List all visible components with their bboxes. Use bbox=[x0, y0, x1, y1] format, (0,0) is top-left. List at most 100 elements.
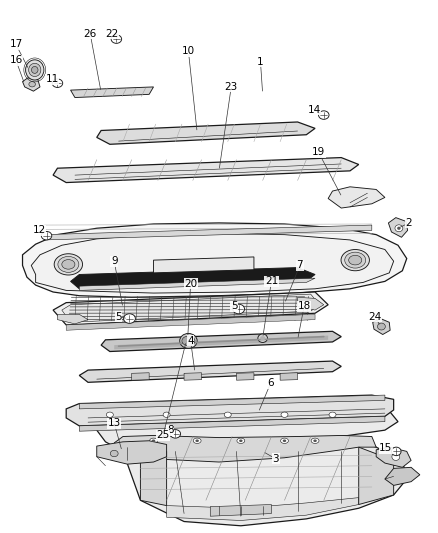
Polygon shape bbox=[79, 278, 315, 290]
Text: 6: 6 bbox=[267, 378, 274, 389]
Polygon shape bbox=[79, 416, 385, 431]
Polygon shape bbox=[297, 297, 324, 310]
Ellipse shape bbox=[170, 430, 180, 438]
Ellipse shape bbox=[124, 314, 135, 324]
Ellipse shape bbox=[32, 67, 38, 74]
Ellipse shape bbox=[392, 447, 401, 456]
Text: 11: 11 bbox=[46, 75, 59, 84]
Ellipse shape bbox=[58, 256, 79, 272]
Polygon shape bbox=[22, 223, 407, 297]
Text: 22: 22 bbox=[106, 29, 119, 39]
Polygon shape bbox=[66, 314, 315, 330]
Polygon shape bbox=[44, 225, 372, 240]
Text: 21: 21 bbox=[265, 277, 278, 286]
Ellipse shape bbox=[239, 439, 243, 442]
Polygon shape bbox=[79, 395, 385, 409]
Polygon shape bbox=[166, 498, 359, 520]
Polygon shape bbox=[53, 292, 328, 325]
Polygon shape bbox=[280, 373, 297, 380]
Polygon shape bbox=[53, 158, 359, 183]
Ellipse shape bbox=[111, 35, 122, 43]
Ellipse shape bbox=[29, 82, 35, 87]
Ellipse shape bbox=[54, 254, 82, 275]
Ellipse shape bbox=[193, 438, 201, 443]
Ellipse shape bbox=[397, 227, 401, 230]
Ellipse shape bbox=[163, 412, 170, 417]
Text: 19: 19 bbox=[312, 147, 325, 157]
Polygon shape bbox=[359, 447, 394, 505]
Text: 23: 23 bbox=[225, 82, 238, 92]
Ellipse shape bbox=[313, 439, 317, 442]
Ellipse shape bbox=[349, 255, 362, 265]
Polygon shape bbox=[101, 332, 341, 351]
Ellipse shape bbox=[180, 334, 197, 349]
Polygon shape bbox=[132, 373, 149, 380]
Ellipse shape bbox=[341, 249, 369, 271]
Polygon shape bbox=[153, 257, 254, 273]
Text: 17: 17 bbox=[9, 39, 23, 50]
Polygon shape bbox=[66, 395, 394, 426]
Polygon shape bbox=[114, 336, 328, 350]
Polygon shape bbox=[79, 361, 341, 382]
Text: 26: 26 bbox=[84, 29, 97, 39]
Text: 4: 4 bbox=[187, 336, 194, 346]
Polygon shape bbox=[385, 467, 420, 486]
Text: 16: 16 bbox=[9, 55, 23, 66]
Polygon shape bbox=[71, 268, 315, 289]
Text: 10: 10 bbox=[182, 46, 195, 56]
Polygon shape bbox=[22, 78, 40, 91]
Text: 7: 7 bbox=[297, 261, 303, 270]
Text: 8: 8 bbox=[167, 425, 173, 435]
Text: 13: 13 bbox=[108, 418, 121, 428]
Ellipse shape bbox=[281, 412, 288, 417]
Polygon shape bbox=[97, 441, 166, 464]
Ellipse shape bbox=[152, 439, 155, 442]
Ellipse shape bbox=[395, 225, 403, 232]
Polygon shape bbox=[389, 217, 408, 237]
Polygon shape bbox=[373, 319, 390, 335]
Ellipse shape bbox=[182, 336, 195, 346]
Ellipse shape bbox=[195, 439, 199, 442]
Text: 14: 14 bbox=[307, 105, 321, 115]
Ellipse shape bbox=[237, 438, 245, 443]
Ellipse shape bbox=[311, 438, 319, 443]
Polygon shape bbox=[97, 403, 407, 526]
Ellipse shape bbox=[62, 260, 75, 269]
Ellipse shape bbox=[150, 438, 157, 443]
Polygon shape bbox=[62, 294, 319, 322]
Polygon shape bbox=[57, 314, 88, 324]
Polygon shape bbox=[71, 87, 153, 98]
Ellipse shape bbox=[260, 336, 265, 341]
Text: 24: 24 bbox=[369, 312, 382, 322]
Text: 5: 5 bbox=[231, 301, 237, 311]
Polygon shape bbox=[328, 187, 385, 208]
Polygon shape bbox=[141, 446, 166, 506]
Text: 20: 20 bbox=[184, 279, 197, 288]
Text: 25: 25 bbox=[156, 431, 170, 440]
Polygon shape bbox=[114, 435, 376, 462]
Text: 9: 9 bbox=[111, 256, 117, 266]
Ellipse shape bbox=[281, 438, 288, 443]
Polygon shape bbox=[237, 373, 254, 380]
Ellipse shape bbox=[392, 453, 400, 461]
Ellipse shape bbox=[318, 111, 329, 119]
Ellipse shape bbox=[345, 252, 366, 268]
Text: 2: 2 bbox=[406, 218, 412, 228]
Polygon shape bbox=[97, 122, 315, 144]
Ellipse shape bbox=[224, 412, 231, 417]
Text: 3: 3 bbox=[272, 454, 279, 464]
Polygon shape bbox=[210, 505, 272, 516]
Polygon shape bbox=[31, 233, 394, 293]
Polygon shape bbox=[184, 373, 201, 380]
Ellipse shape bbox=[110, 450, 118, 457]
Ellipse shape bbox=[25, 60, 44, 80]
Ellipse shape bbox=[233, 304, 244, 314]
Polygon shape bbox=[376, 447, 411, 467]
Ellipse shape bbox=[106, 412, 113, 417]
Text: 5: 5 bbox=[115, 312, 122, 322]
Ellipse shape bbox=[28, 63, 41, 77]
Text: 15: 15 bbox=[379, 443, 392, 453]
Text: 1: 1 bbox=[257, 57, 264, 67]
Ellipse shape bbox=[41, 231, 52, 240]
Text: 12: 12 bbox=[32, 225, 46, 236]
